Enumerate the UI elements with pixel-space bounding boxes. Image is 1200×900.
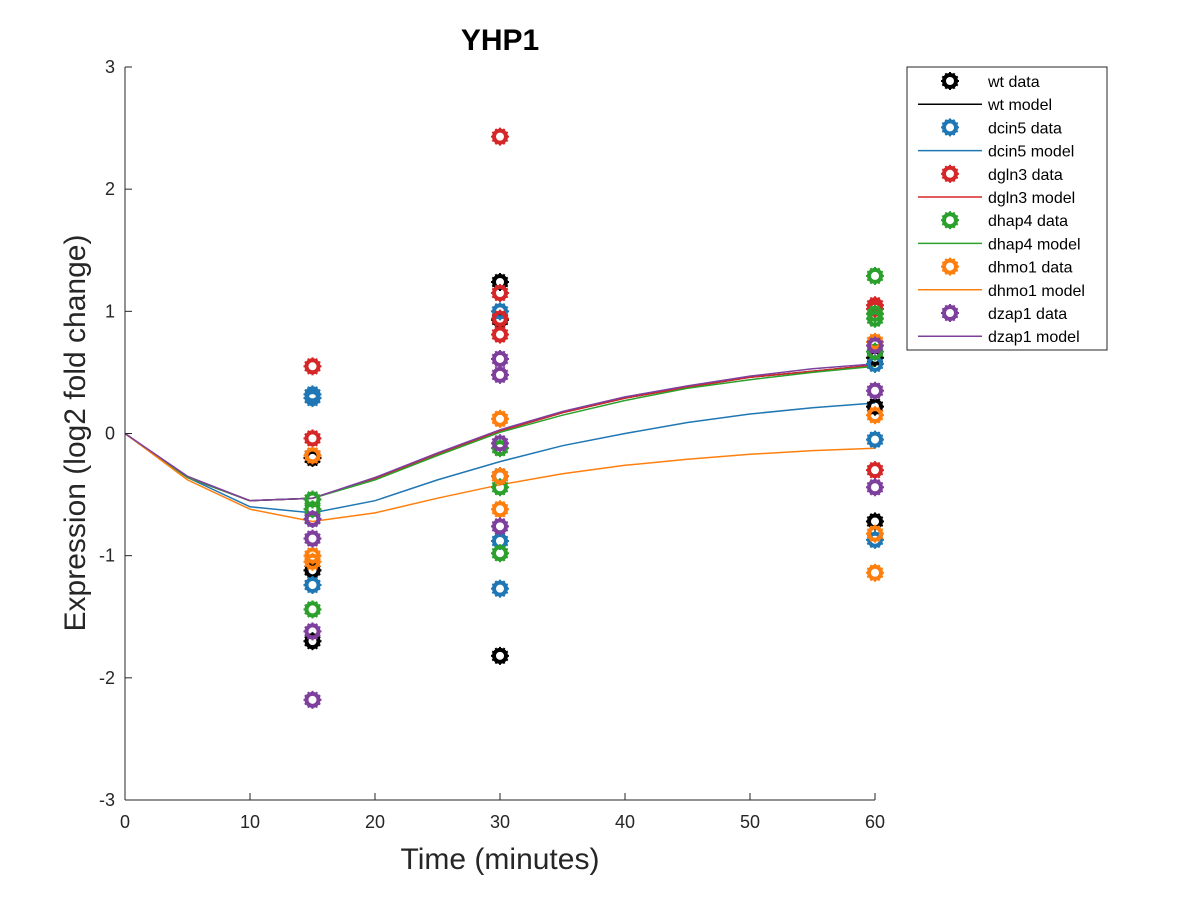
data-point-dzap1 xyxy=(491,434,509,453)
data-point-dzap1 xyxy=(866,478,884,497)
x-tick-label: 60 xyxy=(865,812,885,832)
legend-marker-dhmo1 xyxy=(941,257,959,276)
data-point-dcin5 xyxy=(303,575,322,594)
data-point-dzap1 xyxy=(491,517,509,536)
chart-title: YHP1 xyxy=(461,24,539,57)
data-point-dhap4 xyxy=(303,600,322,619)
x-tick-label: 50 xyxy=(740,812,760,832)
legend-label: dhmo1 model xyxy=(988,283,1085,300)
data-point-dhap4 xyxy=(491,544,509,563)
legend-label: dzap1 data xyxy=(988,306,1067,323)
data-point-dhap4 xyxy=(866,309,884,328)
legend-marker-wt xyxy=(941,72,959,90)
data-point-dhmo1 xyxy=(491,467,509,486)
legend-marker-dgln3 xyxy=(941,164,959,183)
data-point-dgln3 xyxy=(303,429,322,448)
legend-label: wt data xyxy=(987,74,1040,91)
y-tick-label: 2 xyxy=(105,179,115,199)
y-tick-label: 0 xyxy=(105,424,115,444)
x-tick-label: 0 xyxy=(120,812,130,832)
y-axis-label: Expression (log2 fold change) xyxy=(59,235,92,632)
data-point-dgln3 xyxy=(491,127,509,146)
legend-marker-dcin5 xyxy=(941,118,959,137)
data-point-dzap1 xyxy=(303,622,322,641)
data-point-dzap1 xyxy=(303,690,322,709)
legend-label: dcin5 data xyxy=(988,120,1062,137)
legend-label: dhmo1 data xyxy=(988,260,1073,277)
legend-label: dcin5 model xyxy=(988,144,1074,161)
data-point-dzap1 xyxy=(866,381,884,400)
legend-label: dzap1 model xyxy=(988,329,1080,346)
data-point-dzap1 xyxy=(491,365,509,384)
legend-label: dgln3 data xyxy=(988,167,1063,184)
y-tick-label: 1 xyxy=(105,301,115,321)
data-point-dhmo1 xyxy=(491,500,509,519)
x-tick-label: 40 xyxy=(615,812,635,832)
data-point-dhmo1 xyxy=(303,552,322,571)
data-point-dgln3 xyxy=(491,325,509,344)
data-point-dhmo1 xyxy=(303,446,322,465)
y-tick-label: 3 xyxy=(105,57,115,77)
y-ticks: -3 -2 -1 0 1 2 3 xyxy=(99,57,132,810)
data-point-dgln3 xyxy=(866,461,884,480)
x-tick-label: 30 xyxy=(490,812,510,832)
x-tick-label: 20 xyxy=(365,812,385,832)
data-point-dzap1 xyxy=(866,336,884,355)
data-point-dgln3 xyxy=(491,309,509,328)
data-point-dhap4 xyxy=(866,266,884,285)
legend-label: dhap4 data xyxy=(988,213,1068,230)
model-line-dzap1 xyxy=(124,363,876,502)
data-point-dgln3 xyxy=(303,357,322,376)
data-point-dhmo1 xyxy=(491,409,509,428)
legend-label: dhap4 model xyxy=(988,236,1081,253)
y-tick-label: -1 xyxy=(99,546,115,566)
x-axis-label: Time (minutes) xyxy=(401,843,600,876)
data-point-dcin5 xyxy=(866,430,884,449)
legend-label: wt model xyxy=(987,97,1052,114)
legend: wt data wt model dcin5 data dcin5 model dgln… xyxy=(906,66,1108,351)
x-ticks: 0 10 20 30 40 50 60 xyxy=(120,793,885,832)
data-points xyxy=(303,127,884,709)
plot-area xyxy=(125,67,875,800)
legend-label: dgln3 model xyxy=(988,190,1075,207)
data-point-dhmo1 xyxy=(866,406,884,425)
data-point-dcin5 xyxy=(303,389,322,408)
data-point-dzap1 xyxy=(491,349,509,368)
y-tick-label: -2 xyxy=(99,668,115,688)
legend-marker-dzap1 xyxy=(941,304,959,322)
legend-marker-dhap4 xyxy=(941,211,959,230)
model-line-dcin5 xyxy=(124,402,876,514)
y-tick-label: -3 xyxy=(99,790,115,810)
data-point-wt xyxy=(491,646,509,665)
data-point-dgln3 xyxy=(491,284,509,303)
data-point-dzap1 xyxy=(303,510,322,529)
data-point-dhmo1 xyxy=(866,524,884,543)
x-tick-label: 10 xyxy=(240,812,260,832)
legend-box xyxy=(906,66,1108,351)
data-point-dcin5 xyxy=(491,579,509,598)
data-point-dzap1 xyxy=(303,529,322,548)
legend-items: wt data wt model dcin5 data dcin5 model dgln… xyxy=(918,72,1085,346)
data-point-dhmo1 xyxy=(866,563,884,582)
